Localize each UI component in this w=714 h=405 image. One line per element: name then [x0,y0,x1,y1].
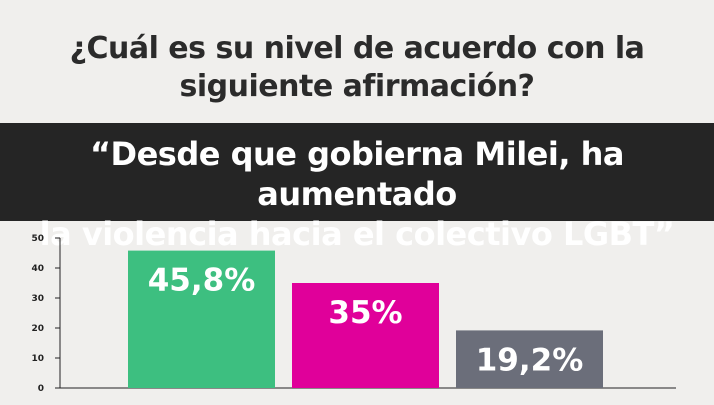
bar-value-label: 45,8% [148,263,256,299]
y-tick-label: 40 [31,264,44,274]
y-axis: 0 10 20 30 40 50 [31,234,61,394]
bar-value-label: 19,2% [476,342,584,378]
bars: 45,8% 35% 19,2% [60,250,676,389]
question-line-2: siguiente afirmación? [179,69,535,104]
bar [292,283,439,388]
y-tick-label: 0 [38,384,44,394]
question-title: ¿Cuál es su nivel de acuerdo con la sigu… [0,30,714,106]
bar [128,250,275,388]
y-tick-label: 30 [31,294,44,304]
question-line-1: ¿Cuál es su nivel de acuerdo con la [69,31,645,66]
y-tick-label: 10 [31,354,44,364]
statement-band [0,123,714,221]
statement-line-2: la violencia hacia el colectivo LGBT” [39,215,675,253]
bar-value-label: 35% [328,295,402,331]
y-tick-label: 20 [31,324,44,334]
bar [456,330,603,388]
statement-text: “Desde que gobierna Milei, ha aumentado … [0,134,714,254]
statement-line-1: “Desde que gobierna Milei, ha aumentado [89,135,625,213]
bar-chart: 0 10 20 30 40 50 45,8% 35% 19,2% [31,234,676,394]
y-tick-label: 50 [31,234,44,244]
